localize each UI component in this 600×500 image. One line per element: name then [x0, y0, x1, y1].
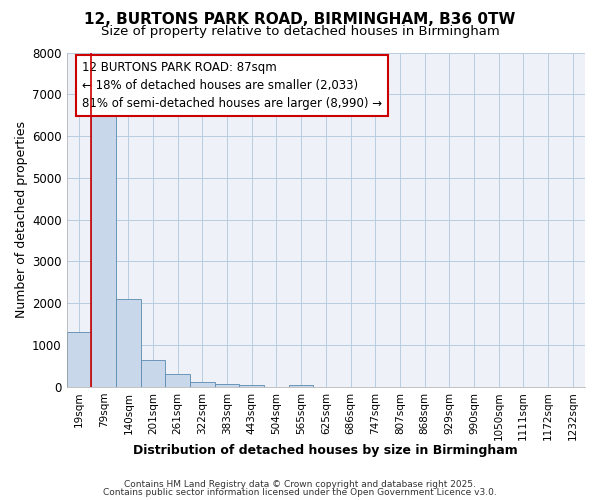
Text: 12 BURTONS PARK ROAD: 87sqm
← 18% of detached houses are smaller (2,033)
81% of : 12 BURTONS PARK ROAD: 87sqm ← 18% of det…: [82, 61, 382, 110]
Bar: [215, 384, 239, 386]
Y-axis label: Number of detached properties: Number of detached properties: [15, 121, 28, 318]
Text: Contains public sector information licensed under the Open Government Licence v3: Contains public sector information licen…: [103, 488, 497, 497]
Bar: [166, 374, 190, 386]
Text: 12, BURTONS PARK ROAD, BIRMINGHAM, B36 0TW: 12, BURTONS PARK ROAD, BIRMINGHAM, B36 0…: [85, 12, 515, 28]
X-axis label: Distribution of detached houses by size in Birmingham: Distribution of detached houses by size …: [133, 444, 518, 458]
Bar: [289, 384, 313, 386]
Bar: [116, 299, 141, 386]
Bar: [190, 382, 215, 386]
Text: Size of property relative to detached houses in Birmingham: Size of property relative to detached ho…: [101, 25, 499, 38]
Bar: [91, 107, 116, 386]
Bar: [239, 384, 264, 386]
Bar: [141, 360, 166, 386]
Text: Contains HM Land Registry data © Crown copyright and database right 2025.: Contains HM Land Registry data © Crown c…: [124, 480, 476, 489]
Bar: [67, 332, 91, 386]
